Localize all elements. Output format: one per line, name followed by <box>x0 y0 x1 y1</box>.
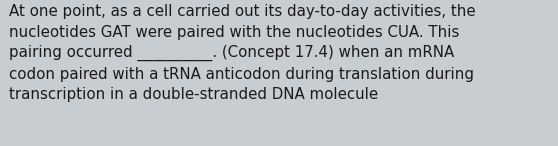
Text: At one point, as a cell carried out its day-to-day activities, the
nucleotides G: At one point, as a cell carried out its … <box>9 4 475 102</box>
